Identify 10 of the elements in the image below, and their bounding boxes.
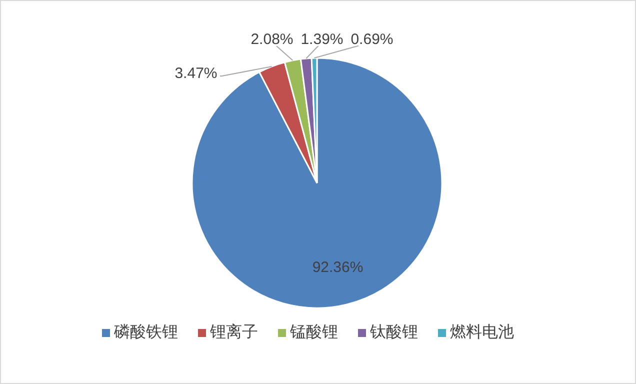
data-label: 1.39%: [300, 30, 344, 48]
data-label: 92.36%: [312, 258, 364, 276]
legend-label: 锂离子: [209, 323, 258, 342]
data-label: 0.69%: [350, 30, 394, 48]
data-label: 3.47%: [174, 64, 218, 82]
legend-label: 磷酸铁锂: [113, 323, 178, 342]
legend-label: 锰酸锂: [289, 323, 338, 342]
legend-label: 钛酸锂: [369, 323, 418, 342]
legend-label: 燃料电池: [450, 323, 514, 342]
data-label: 2.08%: [250, 30, 294, 48]
